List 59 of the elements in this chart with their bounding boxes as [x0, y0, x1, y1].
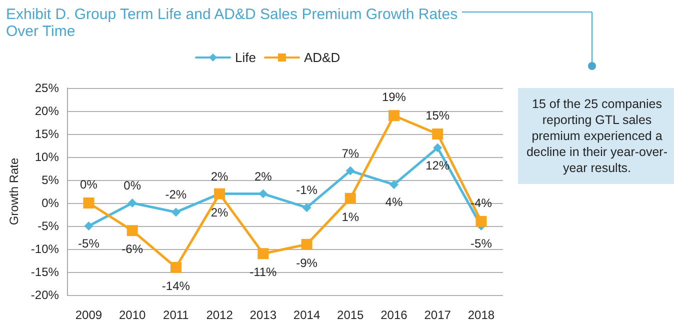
point — [346, 166, 355, 176]
point — [302, 203, 312, 212]
data-label: 15% — [426, 108, 450, 122]
y-tick-label: 25% — [34, 81, 60, 95]
x-tick-label: 2017 — [424, 308, 452, 322]
y-tick-label: 0% — [42, 196, 60, 210]
point — [301, 238, 312, 250]
y-tick-label: -10% — [30, 242, 60, 256]
x-tick-label: 2011 — [163, 308, 190, 322]
y-tick-label: 20% — [34, 104, 60, 118]
y-tick-label: -20% — [30, 288, 60, 302]
point — [476, 216, 487, 227]
x-tick-label: 2010 — [118, 308, 146, 322]
point — [389, 180, 398, 190]
data-label: 19% — [382, 90, 406, 104]
y-tick-label: -5% — [38, 219, 60, 233]
legend-label: Life — [235, 50, 256, 65]
data-label: 2% — [210, 169, 229, 184]
y-tick-label: 10% — [34, 150, 60, 164]
x-tick-label: 2014 — [293, 308, 320, 322]
data-label: -1% — [296, 183, 318, 198]
point — [126, 225, 138, 236]
data-label: 2% — [254, 169, 272, 184]
y-tick-label: -15% — [30, 265, 60, 279]
data-label: 7% — [342, 146, 360, 160]
point — [170, 262, 182, 273]
chart-title: Exhibit D. Group Term Life and AD&D Sales Premium Growth Rates Over Time — [6, 6, 459, 40]
data-label: 0% — [124, 178, 142, 192]
text: 15 of the 25 companies reporting GTL sales premium experienced a decline in their year-over-year results. — [518, 88, 674, 184]
x-tick-label: 2016 — [380, 308, 408, 322]
point — [432, 128, 444, 140]
data-label: 1% — [342, 210, 360, 224]
point — [258, 248, 269, 260]
point — [388, 110, 400, 122]
data-label: 4% — [385, 195, 403, 210]
data-label: -9% — [296, 256, 318, 270]
x-tick-label: 2013 — [250, 308, 277, 322]
point — [171, 208, 180, 217]
point — [128, 198, 137, 208]
legend-label: AD&D — [304, 50, 340, 65]
data-label: -11% — [250, 265, 278, 280]
x-tick-label: 2015 — [337, 308, 364, 322]
data-label: 2% — [210, 205, 229, 220]
y-tick-label: 5% — [42, 173, 60, 187]
x-tick-label: 2012 — [206, 308, 234, 322]
x-tick-label: 2018 — [468, 308, 495, 322]
data-label: 0% — [80, 178, 98, 192]
y-tick-label: 15% — [34, 127, 60, 141]
point — [84, 222, 94, 230]
point — [344, 192, 356, 204]
data-label: -14% — [162, 278, 190, 293]
point — [83, 198, 94, 208]
data-label: -6% — [122, 242, 144, 256]
data-label: -5% — [470, 236, 492, 250]
y-axis-title: Growth Rate — [7, 157, 21, 226]
point — [433, 143, 442, 152]
x-tick-label: 2009 — [75, 308, 102, 322]
data-label: -2% — [165, 188, 187, 202]
data-label: -5% — [78, 236, 100, 250]
